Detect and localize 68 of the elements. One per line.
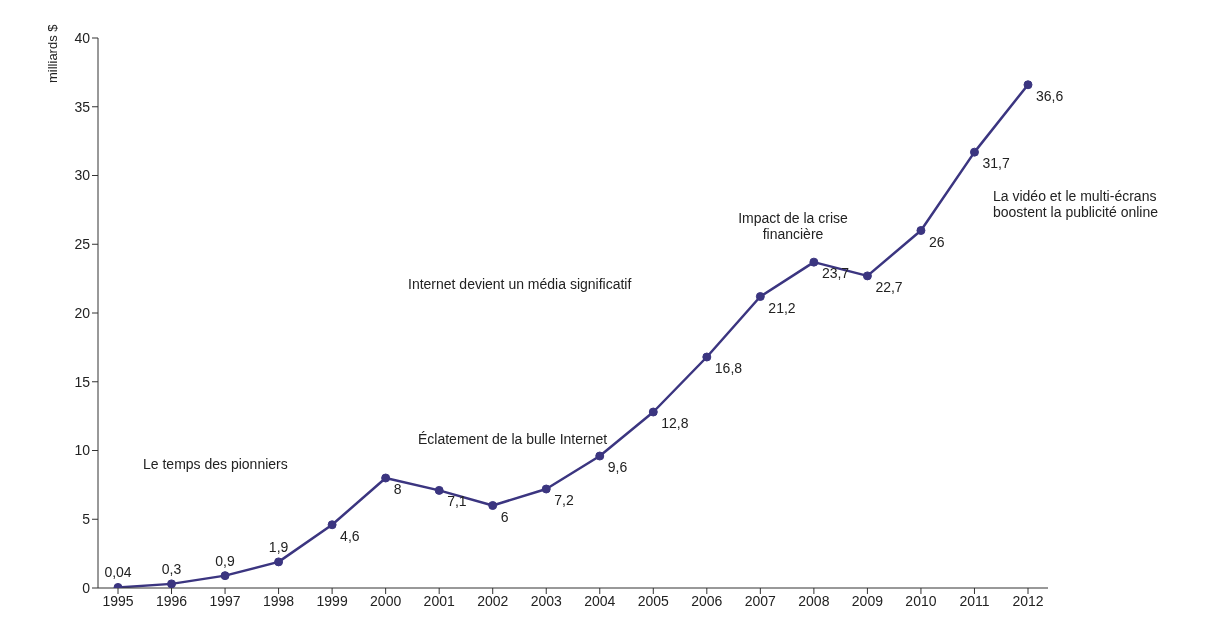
data-label: 31,7 bbox=[982, 155, 1010, 172]
y-tick-label: 20 bbox=[74, 304, 91, 321]
data-label: 0,9 bbox=[215, 552, 235, 569]
point bbox=[381, 473, 391, 483]
point bbox=[862, 271, 872, 281]
x-tick-label: 2008 bbox=[798, 592, 830, 609]
data-label: 0,04 bbox=[104, 564, 132, 581]
data-label: 0,3 bbox=[161, 560, 182, 577]
y-tick-label: 0 bbox=[82, 579, 91, 596]
x-tick-label: 2011 bbox=[959, 592, 990, 609]
x-tick-label: 2007 bbox=[744, 592, 777, 609]
annotation: Internet devient un média significatif bbox=[408, 276, 633, 292]
data-label: 26 bbox=[928, 233, 945, 250]
x-tick-label: 2002 bbox=[477, 592, 509, 609]
annotation: Impact de la crise financière bbox=[737, 210, 849, 242]
x-tick-label: 1999 bbox=[316, 592, 348, 609]
point bbox=[648, 407, 658, 417]
data-label: 21,2 bbox=[768, 299, 796, 316]
x-tick-label: 2012 bbox=[1012, 592, 1044, 609]
data-label: 9,6 bbox=[607, 459, 628, 475]
data-label: 7,1 bbox=[447, 493, 467, 510]
point bbox=[488, 501, 498, 510]
y-tick-label: 10 bbox=[74, 442, 91, 459]
data-label: 22,7 bbox=[875, 278, 903, 295]
data-label: 4,6 bbox=[340, 527, 360, 544]
x-tick-label: 2001 bbox=[423, 592, 455, 609]
point bbox=[969, 147, 979, 157]
y-tick-label: 35 bbox=[74, 98, 91, 115]
x-tick-label: 2004 bbox=[584, 592, 616, 609]
point bbox=[595, 451, 605, 461]
x-tick-label: 1998 bbox=[263, 592, 295, 609]
x-tick-label: 2006 bbox=[691, 592, 723, 609]
y-tick-label: 40 bbox=[74, 29, 91, 46]
x-tick-label: 1997 bbox=[209, 592, 241, 609]
y-tick-label: 25 bbox=[74, 236, 91, 253]
y-axis-title: milliards $ bbox=[45, 23, 61, 83]
y-tick-label: 30 bbox=[74, 167, 91, 184]
point bbox=[220, 571, 230, 581]
point bbox=[916, 226, 926, 235]
x-tick-label: 2010 bbox=[905, 592, 937, 609]
annotation: La vidéo et le multi-écrans boostent la publicité online bbox=[993, 188, 1159, 220]
annotation: Le temps des pionniers bbox=[143, 456, 289, 472]
point bbox=[434, 485, 444, 495]
data-label: 8 bbox=[393, 481, 402, 497]
point bbox=[274, 557, 284, 567]
y-tick-label: 15 bbox=[74, 373, 91, 390]
point bbox=[755, 292, 765, 301]
data-label: 6 bbox=[500, 508, 509, 525]
point bbox=[702, 352, 712, 362]
x-tick-label: 1995 bbox=[102, 592, 134, 609]
data-label: 1,9 bbox=[268, 538, 289, 555]
point bbox=[167, 579, 177, 588]
y-tick-label: 5 bbox=[82, 511, 91, 528]
x-tick-label: 2000 bbox=[370, 592, 402, 609]
data-label: 7,2 bbox=[554, 492, 574, 508]
data-label: 16,8 bbox=[714, 360, 743, 376]
x-tick-label: 2009 bbox=[851, 592, 884, 609]
data-label: 36,6 bbox=[1036, 87, 1064, 104]
point bbox=[541, 484, 551, 494]
data-label: 12,8 bbox=[661, 415, 689, 431]
data-label: 23,7 bbox=[821, 265, 850, 282]
point bbox=[327, 520, 337, 530]
x-tick-label: 1996 bbox=[155, 592, 188, 609]
x-tick-label: 2005 bbox=[637, 592, 670, 609]
annotation: Éclatement de la bulle Internet bbox=[418, 431, 609, 447]
x-tick-label: 2003 bbox=[530, 592, 563, 609]
point bbox=[809, 257, 819, 267]
point bbox=[1023, 80, 1033, 90]
